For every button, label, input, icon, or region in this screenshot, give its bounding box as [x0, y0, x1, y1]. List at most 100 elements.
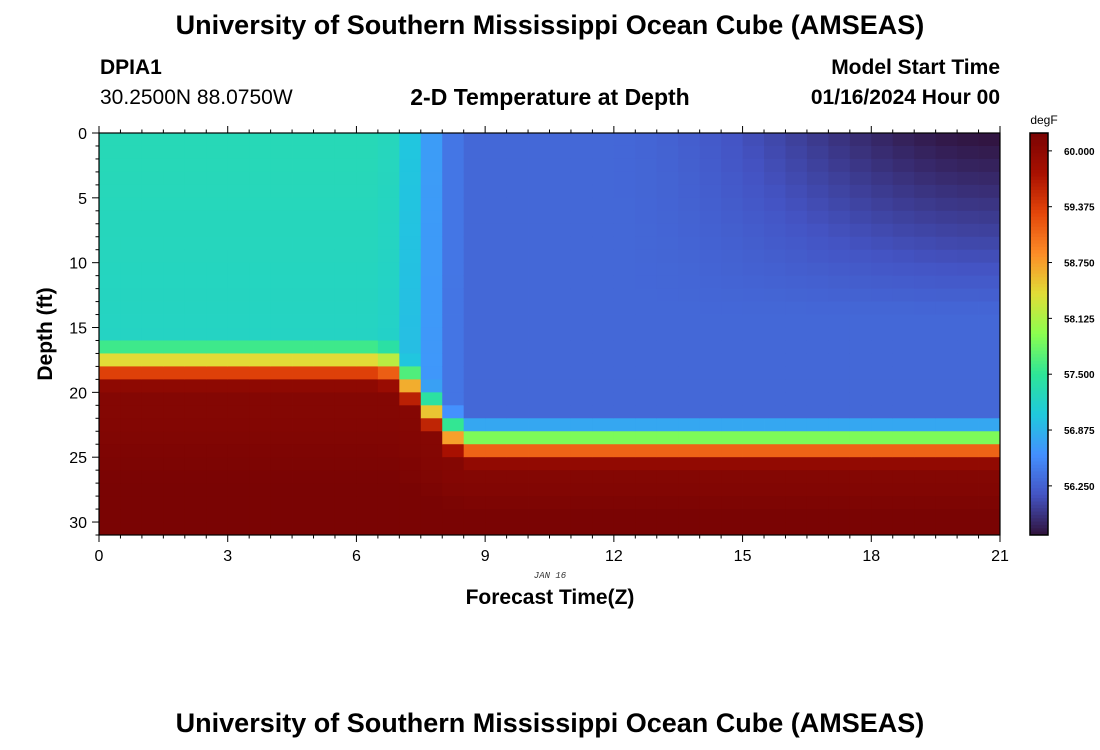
- colorbar-segment: [1030, 508, 1048, 513]
- heatmap-cell: [699, 405, 722, 419]
- heatmap-cell: [656, 197, 679, 212]
- colorbar-segment: [1030, 521, 1048, 526]
- heatmap-cell: [377, 275, 400, 290]
- heatmap-cell: [270, 275, 293, 290]
- heatmap-cell: [828, 353, 851, 367]
- heatmap-cell: [399, 522, 422, 536]
- heatmap-cell: [399, 340, 422, 354]
- heatmap-cell: [764, 236, 786, 251]
- heatmap-cell: [463, 431, 486, 445]
- heatmap-cell: [935, 496, 958, 510]
- heatmap-cell: [334, 496, 357, 510]
- heatmap-cell: [613, 184, 636, 199]
- heatmap-cell: [292, 210, 314, 225]
- heatmap-cell: [849, 210, 872, 225]
- heatmap-cell: [764, 158, 786, 173]
- colorbar-segment: [1030, 344, 1048, 348]
- heatmap-cell: [249, 366, 272, 380]
- heatmap-cell: [849, 236, 872, 251]
- heatmap-cell: [377, 392, 400, 406]
- heatmap-cell: [592, 145, 615, 160]
- heatmap-cell: [613, 327, 636, 341]
- heatmap-cell: [978, 379, 1001, 393]
- heatmap-cell: [334, 444, 357, 458]
- heatmap-cell: [249, 249, 272, 264]
- heatmap-cell: [206, 405, 229, 419]
- heatmap-cell: [849, 366, 872, 380]
- heatmap-cell: [678, 184, 701, 199]
- heatmap-cell: [485, 236, 507, 251]
- heatmap-cell: [356, 236, 379, 251]
- heatmap-cell: [292, 522, 314, 536]
- heatmap-cell: [785, 184, 808, 199]
- heatmap-cell: [721, 314, 743, 328]
- heatmap-cell: [485, 262, 507, 277]
- heatmap-cell: [978, 249, 1001, 264]
- heatmap-cell: [270, 249, 293, 264]
- heatmap-cell: [442, 236, 465, 251]
- heatmap-cell: [506, 509, 529, 523]
- heatmap-cell: [828, 262, 851, 277]
- heatmap-cell: [99, 133, 121, 147]
- heatmap-cell: [141, 366, 164, 380]
- heatmap-cell: [141, 314, 164, 328]
- heatmap-cell: [871, 483, 894, 497]
- heatmap-cell: [699, 301, 722, 315]
- heatmap-cell: [141, 171, 164, 186]
- heatmap-cell: [120, 366, 143, 380]
- heatmap-cell: [99, 340, 121, 354]
- heatmap-cell: [978, 145, 1001, 160]
- heatmap-cell: [120, 133, 143, 147]
- heatmap-cell: [549, 418, 572, 432]
- heatmap-cell: [785, 470, 808, 484]
- colorbar-segment: [1030, 461, 1048, 466]
- heatmap-cell: [892, 509, 915, 523]
- heatmap-cell: [570, 431, 593, 445]
- heatmap-cell: [978, 470, 1001, 484]
- heatmap-cell: [699, 158, 722, 173]
- colorbar-segment: [1030, 397, 1048, 402]
- heatmap-cell: [463, 353, 486, 367]
- heatmap-cell: [442, 314, 465, 328]
- colorbar-segment: [1030, 163, 1048, 167]
- heatmap-cell: [528, 366, 550, 380]
- heatmap-cell: [699, 133, 722, 147]
- heatmap-cell: [334, 392, 357, 406]
- heatmap-cell: [399, 184, 422, 199]
- heatmap-cell: [828, 483, 851, 497]
- heatmap-cell: [656, 249, 679, 264]
- heatmap-cell: [978, 158, 1001, 173]
- heatmap-cell: [356, 431, 379, 445]
- heatmap-cell: [141, 431, 164, 445]
- heatmap-cell: [313, 236, 336, 251]
- heatmap-cell: [420, 366, 443, 380]
- heatmap-cell: [828, 184, 851, 199]
- model-start-label: Model Start Time: [831, 56, 1000, 79]
- heatmap-cell: [742, 353, 765, 367]
- heatmap-cell: [549, 262, 572, 277]
- heatmap-cell: [163, 444, 186, 458]
- heatmap-cell: [292, 133, 314, 147]
- heatmap-cell: [270, 366, 293, 380]
- heatmap-cell: [592, 366, 615, 380]
- heatmap-cell: [871, 314, 894, 328]
- heatmap-cell: [635, 340, 658, 354]
- heatmap-cell: [442, 392, 465, 406]
- heatmap-cell: [313, 197, 336, 212]
- heatmap-cell: [871, 210, 894, 225]
- heatmap-cell: [249, 418, 272, 432]
- heatmap-cell: [613, 288, 636, 302]
- heatmap-cell: [785, 275, 808, 290]
- colorbar-segment: [1030, 213, 1048, 218]
- heatmap-cell: [485, 197, 507, 212]
- heatmap-cell: [163, 431, 186, 445]
- heatmap-cell: [506, 184, 529, 199]
- heatmap-cell: [442, 145, 465, 160]
- heatmap-cell: [377, 522, 400, 536]
- heatmap-cell: [99, 379, 121, 393]
- heatmap-cell: [935, 275, 958, 290]
- heatmap-cell: [678, 314, 701, 328]
- heatmap-cell: [592, 210, 615, 225]
- colorbar-tick-label: 57.500: [1064, 370, 1095, 381]
- heatmap-cell: [292, 340, 314, 354]
